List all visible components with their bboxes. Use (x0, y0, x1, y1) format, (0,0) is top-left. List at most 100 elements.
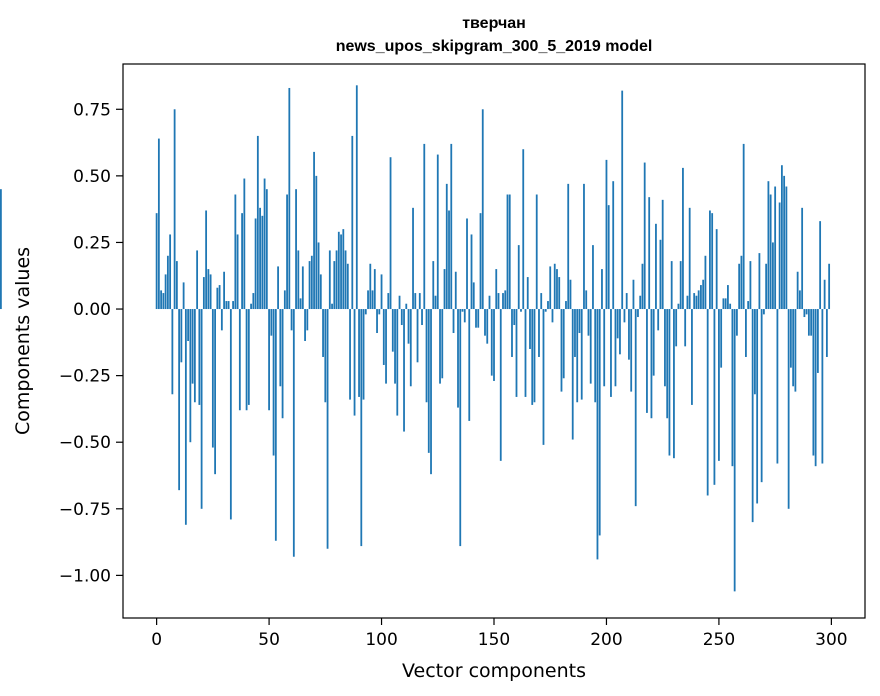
bar (825, 309, 828, 357)
bar (387, 293, 390, 310)
bar (468, 309, 471, 421)
bar (157, 138, 160, 310)
bar (477, 309, 480, 328)
chart-subtitle: news_upos_skipgram_300_5_2019 model (336, 38, 653, 55)
bar (673, 309, 675, 459)
bar (544, 309, 547, 312)
bar (394, 309, 396, 384)
bar (625, 293, 628, 310)
bar (551, 309, 554, 323)
bar (175, 261, 178, 310)
bar (211, 309, 214, 448)
bar (227, 301, 230, 310)
bar (670, 261, 673, 310)
bar (216, 287, 219, 310)
bar (675, 309, 678, 347)
bar (535, 194, 538, 310)
bar (789, 309, 792, 368)
bar (378, 309, 381, 315)
bar (769, 194, 772, 310)
bar (565, 301, 567, 310)
bar (220, 309, 223, 331)
bar (317, 242, 320, 310)
bar (497, 293, 500, 310)
bar (416, 309, 419, 363)
bar (634, 309, 637, 507)
bar (655, 223, 657, 310)
bar (630, 309, 633, 392)
bar (571, 309, 574, 440)
bar (187, 309, 190, 341)
bar (218, 285, 221, 310)
x-tick-label: 0 (151, 630, 162, 650)
bar (727, 285, 729, 310)
bar (493, 309, 495, 381)
bar (756, 309, 759, 504)
bar (243, 178, 246, 310)
bar (691, 309, 693, 405)
bar (295, 189, 297, 310)
bar (502, 293, 504, 310)
bar (376, 309, 378, 334)
bar (454, 271, 457, 310)
bar (337, 231, 340, 310)
bar (261, 215, 264, 310)
bar (353, 309, 356, 416)
bar (828, 263, 831, 310)
bar (661, 199, 664, 310)
bar (794, 309, 797, 392)
bar (313, 151, 315, 310)
bar (702, 279, 705, 310)
bar (160, 290, 163, 310)
x-tick-label: 100 (365, 630, 397, 650)
bar (182, 282, 185, 310)
bar (412, 207, 414, 310)
bar (439, 309, 441, 384)
bar (574, 309, 576, 357)
bar (679, 261, 682, 310)
bar (355, 85, 358, 310)
bar (484, 309, 486, 336)
bar (432, 261, 435, 310)
bar (632, 279, 635, 310)
bar (277, 266, 279, 310)
bar (758, 253, 761, 310)
bars-group (0, 85, 831, 592)
bar (279, 309, 282, 387)
bar (335, 250, 338, 310)
bar (524, 309, 527, 397)
bar (209, 274, 212, 310)
bar (614, 309, 617, 387)
bar (522, 149, 525, 310)
bar (747, 301, 750, 310)
bar (475, 309, 477, 328)
bar (517, 245, 520, 310)
bar (360, 309, 363, 547)
bar (340, 234, 342, 310)
bar (596, 309, 599, 560)
bar (171, 309, 174, 395)
bar (396, 309, 399, 416)
y-tick-label: −1.00 (59, 566, 111, 586)
bar (720, 309, 723, 368)
bar (682, 167, 684, 310)
bar (389, 157, 392, 310)
bar (785, 186, 788, 310)
bar (646, 309, 648, 413)
bar (362, 309, 365, 400)
bar (461, 309, 464, 312)
bar (263, 178, 266, 310)
bar (479, 213, 482, 310)
x-tick-label: 150 (478, 630, 510, 650)
bar (722, 298, 725, 310)
bar (569, 279, 572, 310)
bar (459, 309, 462, 547)
bar (191, 309, 194, 384)
chart-title: тверчан (462, 15, 526, 32)
bar (196, 250, 199, 310)
bar (326, 309, 329, 549)
bar (297, 250, 300, 310)
bar (443, 269, 446, 310)
bar (623, 309, 626, 323)
bar (603, 309, 606, 387)
